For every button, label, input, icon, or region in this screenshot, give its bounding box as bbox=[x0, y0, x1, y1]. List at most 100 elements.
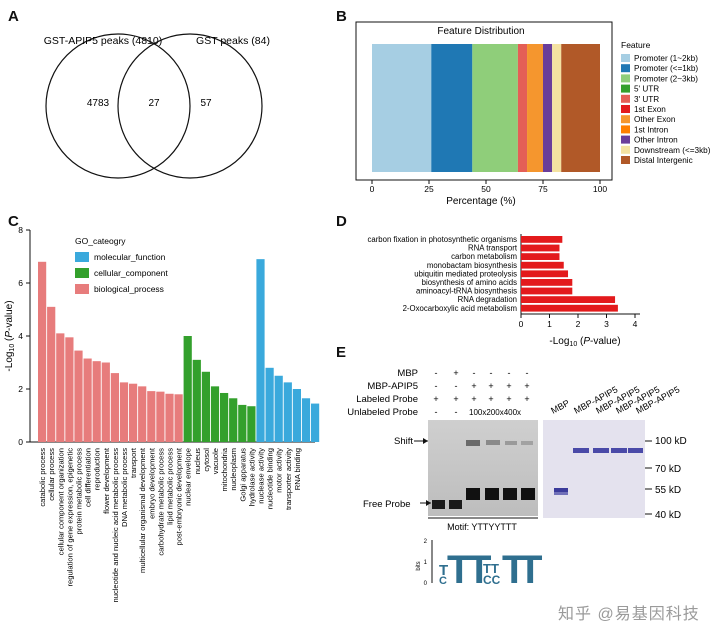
venn-left-circle bbox=[45, 33, 191, 179]
go-category-label: flower development bbox=[102, 447, 111, 514]
go-bar bbox=[301, 398, 311, 442]
sds-band bbox=[554, 492, 568, 495]
sds-band bbox=[593, 448, 609, 453]
feature-bar-segment bbox=[527, 44, 543, 172]
go-tick-label: 4 bbox=[18, 331, 23, 341]
feature-legend-swatch bbox=[621, 156, 630, 164]
emsa-free-bands bbox=[432, 488, 535, 509]
logo-letter: T bbox=[439, 562, 448, 579]
go-category-label: RNA binding bbox=[293, 448, 302, 490]
go-bar bbox=[110, 373, 119, 442]
emsa-shift-bands bbox=[466, 440, 533, 446]
go-bar bbox=[274, 375, 283, 442]
feature-legend-swatch bbox=[621, 84, 630, 93]
go-category-label: cell differentiation bbox=[84, 448, 93, 507]
go-category-label: nucleoplasm bbox=[229, 448, 238, 491]
go-category-label: catabolic process bbox=[38, 448, 47, 507]
emsa-motif-label: Motif: YTTYYTTT bbox=[447, 522, 517, 532]
emsa-row-mbp: MBP bbox=[397, 368, 418, 379]
kegg-category-label: carbon fixation in photosynthetic organi… bbox=[367, 235, 517, 244]
feature-legend-label: Downstream (<=3kb) bbox=[634, 146, 711, 155]
emsa-sign: - bbox=[455, 381, 458, 391]
kegg-tick-label: 2 bbox=[576, 319, 581, 329]
feature-bar-segment bbox=[472, 44, 518, 172]
go-category-label: nuclease activity bbox=[257, 448, 266, 504]
feature-legend-label: Other Exon bbox=[634, 115, 676, 124]
venn-right-label: GST peaks (84) bbox=[196, 35, 270, 47]
feature-legend-title: Feature bbox=[621, 40, 651, 50]
go-tick-label: 0 bbox=[18, 437, 23, 447]
emsa-sign: + bbox=[506, 381, 511, 391]
panel-label-d: D bbox=[336, 213, 347, 230]
go-bar bbox=[311, 403, 320, 442]
emsa-unlabeled-sign: - bbox=[435, 407, 438, 417]
free-band bbox=[466, 488, 480, 500]
go-enrichment-chart: -Log10 (P-value) 0 2 4 6 8 catabolic process… bbox=[4, 225, 320, 603]
kegg-category-label: 2-Oxocarboxylic acid metabolism bbox=[403, 304, 517, 313]
go-bar bbox=[65, 337, 74, 442]
kegg-bar bbox=[521, 279, 573, 286]
emsa-sign: - bbox=[435, 368, 438, 378]
kegg-tick-label: 3 bbox=[604, 319, 609, 329]
emsa-sign: - bbox=[508, 368, 511, 378]
go-category-label: DNA metabolic process bbox=[120, 448, 129, 527]
emsa-sign: + bbox=[453, 368, 458, 378]
go-legend-label: cellular_component bbox=[94, 268, 168, 278]
feature-bar-segment bbox=[431, 44, 473, 172]
go-category-label: mitochondria bbox=[220, 447, 229, 491]
go-bar bbox=[101, 362, 110, 442]
shift-band bbox=[486, 440, 500, 445]
go-bar bbox=[92, 361, 101, 442]
go-category-label: protein metabolic process bbox=[75, 448, 84, 535]
feature-legend-label: 5' UTR bbox=[634, 85, 659, 94]
marker-label: 40 kD bbox=[655, 510, 681, 521]
logo-axis-label: bits bbox=[416, 561, 422, 570]
go-bar bbox=[47, 306, 56, 442]
go-category-label: regulation of gene expression, epigeneti… bbox=[65, 448, 74, 587]
feature-distribution-chart: Feature Distribution Percentage (%) Feat… bbox=[355, 21, 711, 207]
kegg-bar bbox=[521, 236, 563, 243]
feature-bar-segment bbox=[561, 44, 600, 172]
logo-letter: T bbox=[447, 548, 471, 592]
go-category-label: vacuole bbox=[211, 448, 220, 474]
free-band bbox=[485, 488, 499, 500]
logo-tick: 2 bbox=[424, 539, 428, 545]
kegg-category-label: monobactam biosynthesis bbox=[427, 261, 517, 270]
go-bar bbox=[292, 389, 301, 442]
feature-tick-label: 100 bbox=[593, 184, 607, 194]
go-category-label: cellular component organization bbox=[56, 448, 65, 555]
emsa-sign: + bbox=[471, 394, 476, 404]
go-legend-label: biological_process bbox=[94, 284, 164, 294]
go-legend-title: GO_cateogry bbox=[75, 236, 126, 246]
kegg-bar bbox=[521, 261, 564, 269]
emsa-shift-label: Shift bbox=[394, 436, 413, 447]
emsa-row-unlabeled-probe: Unlabeled Probe bbox=[347, 407, 418, 418]
go-bar bbox=[56, 333, 65, 442]
kegg-category-label: RNA transport bbox=[468, 244, 518, 253]
kegg-tick-label: 0 bbox=[519, 319, 524, 329]
kegg-category-label: carbon metabolism bbox=[451, 252, 517, 261]
logo-letter: C bbox=[439, 575, 447, 587]
go-category-label: transporter activity bbox=[284, 448, 293, 510]
panel-label-c: C bbox=[8, 213, 19, 230]
sds-band bbox=[611, 448, 627, 453]
emsa-sign: + bbox=[524, 381, 529, 391]
feature-bar-segment bbox=[517, 44, 528, 172]
emsa-sign: - bbox=[435, 381, 438, 391]
feature-legend-swatch bbox=[621, 115, 630, 124]
go-bar bbox=[192, 359, 201, 442]
kegg-bar bbox=[521, 296, 616, 303]
panel-label-e: E bbox=[336, 344, 347, 361]
kegg-bar bbox=[521, 287, 573, 295]
go-bar bbox=[247, 406, 256, 442]
feature-legend-swatch bbox=[621, 94, 630, 103]
kegg-category-label: biosynthesis of amino acids bbox=[422, 278, 517, 287]
emsa-sign: - bbox=[490, 368, 493, 378]
go-category-label: nuclear envelope bbox=[184, 448, 193, 506]
emsa-row-labeled-probe: Labeled Probe bbox=[356, 394, 418, 405]
shift-band bbox=[521, 441, 533, 445]
watermark: 知乎 @易基因科技 bbox=[558, 606, 700, 623]
go-legend-swatch bbox=[75, 284, 89, 294]
emsa-sign: + bbox=[471, 381, 476, 391]
go-bar bbox=[174, 394, 183, 442]
